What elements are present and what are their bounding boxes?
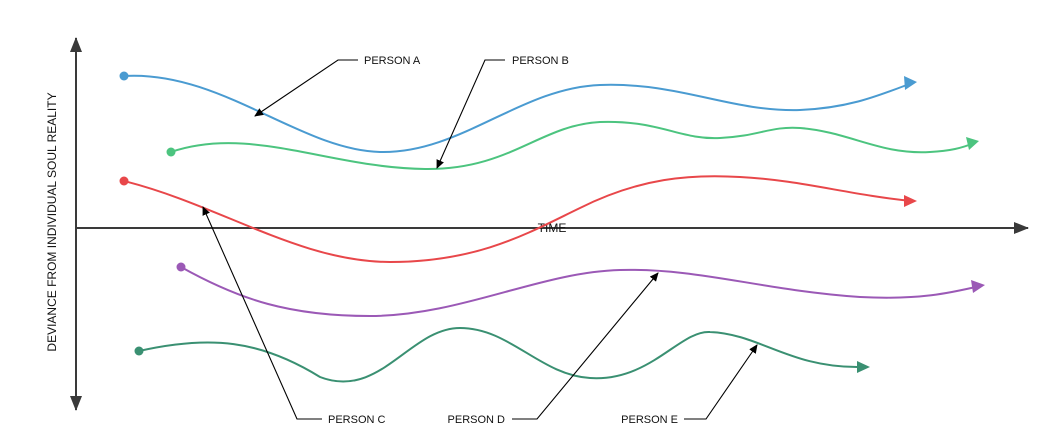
person-a-curve: [123, 74, 913, 154]
person-a-arrowhead: [904, 76, 917, 90]
person-c-curve: [123, 175, 913, 264]
person-b-label: PERSON B: [512, 55, 569, 67]
person-a-label: PERSON A: [364, 55, 421, 67]
person-c-arrowhead: [904, 195, 917, 207]
person-d-start-dot: [176, 262, 186, 272]
person-c-label: PERSON C: [328, 414, 386, 426]
person-d-curve: [180, 266, 981, 318]
person-b-arrowhead: [966, 137, 979, 150]
person-e-label: PERSON E: [621, 414, 678, 426]
person-d-label: PERSON D: [448, 414, 506, 426]
person-e-curve: [138, 326, 861, 383]
person-d-arrowhead: [971, 280, 985, 293]
y-axis-label: DEVIANCE FROM INDIVIDUAL SOUL REALITY: [45, 92, 59, 351]
person-e-start-dot: [134, 346, 144, 356]
person-labels: PERSON A PERSON B PERSON C PERSON D PERS…: [328, 55, 678, 426]
person-e-leader: [684, 344, 758, 420]
x-axis-label: TIME: [538, 221, 567, 235]
person-a-curve-group: [119, 71, 917, 154]
person-a-leader: [254, 59, 358, 117]
person-c-leader: [202, 206, 322, 420]
person-c-start-dot: [119, 176, 129, 186]
person-e-curve-group: [134, 326, 870, 383]
leader-lines: [202, 59, 758, 420]
person-d-leader: [512, 272, 659, 420]
person-e-arrowhead: [857, 361, 870, 373]
person-b-start-dot: [166, 147, 176, 157]
person-b-curve: [170, 120, 975, 171]
person-a-start-dot: [119, 71, 129, 81]
person-d-curve-group: [176, 262, 985, 318]
person-b-curve-group: [166, 120, 979, 171]
person-c-curve-group: [119, 175, 917, 264]
person-b-leader: [436, 59, 505, 169]
